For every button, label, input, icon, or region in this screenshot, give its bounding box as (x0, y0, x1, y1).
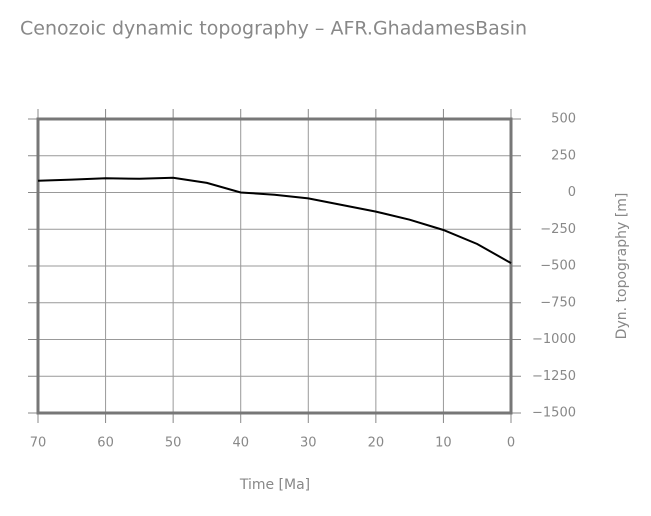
x-tick-label: 50 (165, 436, 182, 451)
chart-title: Cenozoic dynamic topography – AFR.Ghadam… (20, 18, 527, 40)
x-tick-label: 40 (232, 436, 249, 451)
y-axis-label: Dyn. topography [m] (614, 193, 630, 340)
y-tick-label: −750 (540, 295, 576, 310)
y-tick-label: −500 (540, 259, 576, 274)
x-tick-label: 20 (368, 436, 385, 451)
x-tick-label: 70 (30, 436, 47, 451)
y-tick-label: 500 (551, 112, 576, 127)
data-line (37, 176, 512, 264)
y-tick-label: −250 (540, 222, 576, 237)
y-tick-label: −1500 (532, 406, 576, 421)
plot-frame (36, 117, 513, 415)
x-tick-label: 30 (300, 436, 317, 451)
y-tick-label: −1250 (532, 369, 576, 384)
x-tick-label: 10 (435, 436, 452, 451)
y-tick-label: 0 (568, 185, 576, 200)
x-tick-label: 0 (507, 436, 515, 451)
y-tick-label: −1000 (532, 332, 576, 347)
x-tick-label: 60 (97, 436, 114, 451)
y-tick-label: 250 (551, 148, 576, 163)
x-axis-label: Time [Ma] (239, 477, 310, 493)
